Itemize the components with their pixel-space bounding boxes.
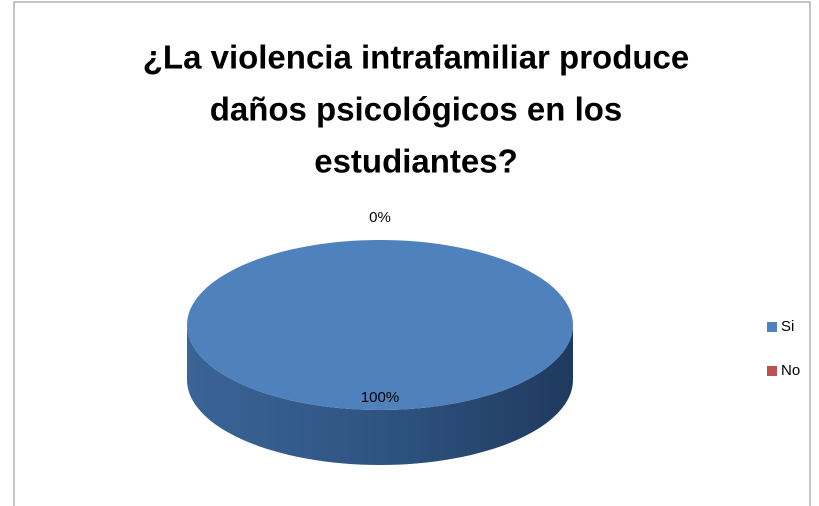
- data-label: 100%: [361, 389, 399, 406]
- pie-side: [187, 325, 573, 465]
- legend-label: No: [781, 362, 800, 379]
- legend-label: Si: [781, 318, 794, 335]
- chart-title: estudiantes?: [314, 143, 518, 180]
- legend-swatch: [767, 322, 777, 332]
- legend-swatch: [767, 366, 777, 376]
- chart-title: daños psicológicos en los: [210, 91, 623, 128]
- chart-title: ¿La violencia intrafamiliar produce: [143, 39, 689, 76]
- pie-slice: [187, 240, 573, 410]
- data-label: 0%: [369, 209, 391, 226]
